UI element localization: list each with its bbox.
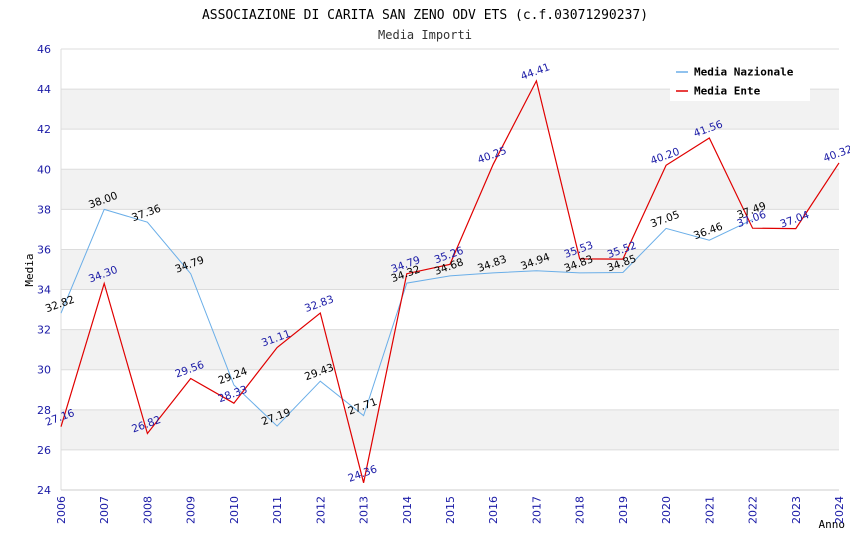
- data-label: 40.25: [476, 145, 508, 167]
- data-label: 40.20: [649, 146, 681, 168]
- x-tick-label: 2017: [530, 496, 543, 524]
- y-tick-label: 40: [37, 163, 51, 176]
- data-label: 44.41: [519, 61, 551, 83]
- y-axis-label: Media: [23, 253, 36, 286]
- x-tick-label: 2014: [401, 496, 414, 524]
- x-tick-label: 2009: [185, 496, 198, 524]
- data-label: 32.82: [44, 294, 76, 316]
- y-tick-label: 28: [37, 404, 51, 417]
- grid-band: [61, 409, 839, 450]
- x-tick-label: 2006: [55, 496, 68, 524]
- series-line-nazionale: [60, 208, 753, 427]
- y-axis-ticks: 24 26 28 30 32 34 36 38 40 42 44 46: [37, 43, 51, 497]
- y-tick-label: 44: [37, 83, 51, 96]
- x-tick-label: 2021: [703, 496, 716, 524]
- data-label: 32.83: [303, 293, 335, 315]
- y-tick-label: 34: [37, 284, 51, 297]
- y-tick-label: 42: [37, 123, 51, 136]
- x-tick-label: 2023: [790, 496, 803, 524]
- legend-box: [670, 61, 810, 101]
- x-tick-label: 2020: [660, 496, 673, 524]
- chart-subtitle: Media Importi: [378, 28, 472, 42]
- y-tick-label: 46: [37, 43, 51, 56]
- y-tick-label: 32: [37, 324, 51, 337]
- x-tick-label: 2016: [487, 496, 500, 524]
- series-line-ente: [60, 79, 840, 483]
- x-axis-label: Anno: [819, 518, 846, 531]
- x-tick-label: 2022: [747, 496, 760, 524]
- x-tick-label: 2012: [314, 496, 327, 524]
- grid-band: [61, 249, 839, 290]
- gridlines: [60, 48, 839, 491]
- x-tick-label: 2019: [617, 496, 630, 524]
- x-tick-label: 2010: [228, 496, 241, 524]
- grid-band: [61, 169, 839, 210]
- grid-band: [61, 329, 839, 370]
- grid-bands: [61, 89, 839, 450]
- x-tick-label: 2018: [574, 496, 587, 524]
- chart-title: ASSOCIAZIONE DI CARITA SAN ZENO ODV ETS …: [202, 8, 648, 23]
- legend-label: Media Nazionale: [694, 66, 794, 79]
- data-label: 37.04: [779, 209, 812, 231]
- x-tick-label: 2013: [358, 496, 371, 524]
- legend-label: Media Ente: [694, 85, 761, 98]
- data-label: 37.05: [649, 209, 681, 231]
- data-label: 36.46: [692, 220, 725, 242]
- y-tick-label: 30: [37, 364, 51, 377]
- y-tick-label: 38: [37, 203, 51, 216]
- y-tick-label: 24: [37, 484, 51, 497]
- x-tick-label: 2007: [98, 496, 111, 524]
- x-tick-label: 2011: [271, 496, 284, 524]
- legend: Media Nazionale Media Ente: [670, 61, 810, 101]
- series-lines: [60, 79, 840, 483]
- x-axis-ticks: 2006 2007 2008 2009 2010 2011 2012 2013 2014 2015…: [55, 496, 846, 524]
- data-label: 40.32: [822, 143, 850, 165]
- x-tick-label: 2008: [141, 496, 154, 524]
- x-tick-label: 2024: [833, 496, 846, 524]
- y-tick-label: 26: [37, 444, 51, 457]
- y-tick-label: 36: [37, 243, 51, 256]
- x-tick-label: 2015: [444, 496, 457, 524]
